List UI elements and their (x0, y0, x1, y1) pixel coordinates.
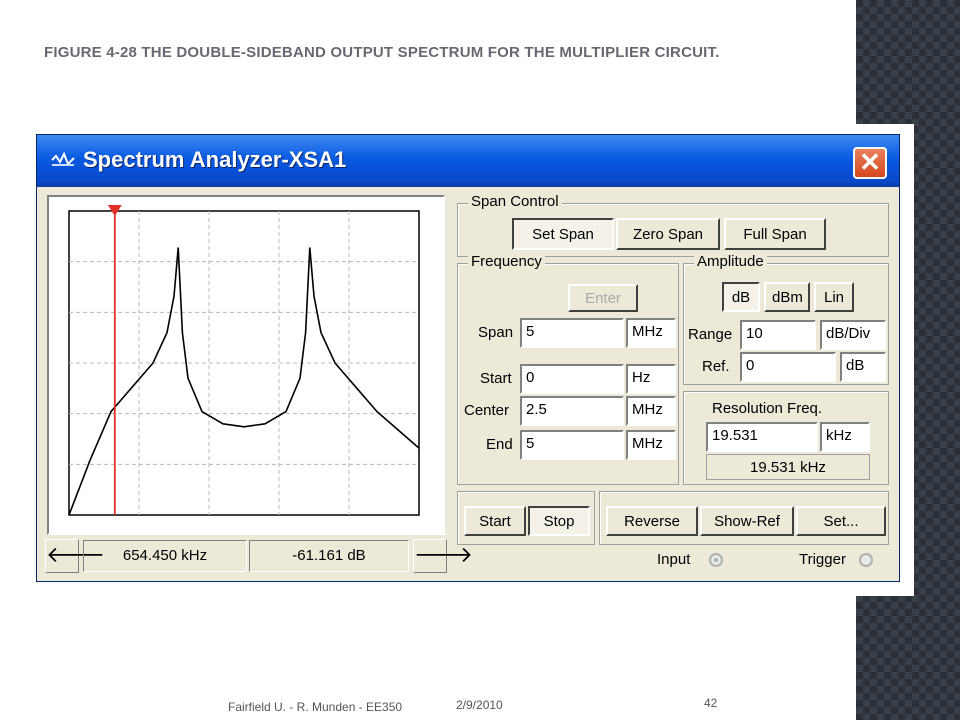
spectrum-trace-line (68, 247, 420, 516)
cursor-frequency-readout: 654.450 kHz (83, 540, 247, 572)
frequency-label: Frequency (468, 253, 545, 270)
trigger-terminal-radio[interactable] (859, 553, 873, 567)
input-terminal-radio[interactable] (709, 553, 723, 567)
dbm-button[interactable]: dBm (764, 282, 810, 312)
span-control-group: Span Control Set Span Zero Span Full Spa… (457, 193, 889, 257)
frequency-group: Frequency Enter Span 5 MHz Start 0 Hz Ce… (457, 253, 679, 485)
close-button[interactable]: ✕ (853, 147, 887, 179)
start-input[interactable]: 0 (520, 364, 624, 394)
footer-author: Fairfield U. - R. Munden - EE350 (228, 700, 403, 714)
cursor-marker-icon (107, 205, 122, 216)
cursor-right-arrow-button[interactable]: 🡒 (413, 539, 473, 573)
span-unit-input[interactable]: MHz (626, 318, 676, 348)
end-unit-input[interactable]: MHz (626, 430, 676, 460)
ref-field-label: Ref. (702, 358, 730, 375)
center-field-label: Center (464, 402, 510, 419)
set-span-button[interactable]: Set Span (512, 218, 614, 250)
resolution-group: Resolution Freq. 19.531 kHz 19.531 kHz (683, 391, 889, 485)
start-stop-group: Start Stop (457, 491, 595, 545)
resolution-input[interactable]: 19.531 (706, 422, 818, 452)
zero-span-button[interactable]: Zero Span (616, 218, 720, 250)
resolution-unit-input[interactable]: kHz (820, 422, 870, 452)
footer-date: 2/9/2010 (456, 698, 503, 712)
slide-title: Figure 4-28 The double-sideband output s… (44, 44, 720, 61)
center-input[interactable]: 2.5 (520, 396, 624, 426)
amplitude-group: Amplitude dB dBm Lin Range 10 dB/Div Ref… (683, 253, 889, 385)
right-arrow-icon: 🡒 (414, 542, 473, 567)
lin-button[interactable]: Lin (814, 282, 854, 312)
trigger-terminal-label: Trigger (799, 551, 846, 568)
input-terminal-label: Input (657, 551, 691, 568)
title-bar[interactable]: Spectrum Analyzer-XSA1 ✕ (37, 135, 899, 187)
stop-button[interactable]: Stop (528, 506, 590, 536)
full-span-button[interactable]: Full Span (724, 218, 826, 250)
end-field-label: End (486, 436, 513, 453)
db-button[interactable]: dB (722, 282, 760, 312)
range-input[interactable]: 10 (740, 320, 816, 350)
range-unit-input[interactable]: dB/Div (820, 320, 886, 350)
end-input[interactable]: 5 (520, 430, 624, 460)
resolution-display: 19.531 kHz (706, 454, 870, 480)
reverse-button[interactable]: Reverse (606, 506, 698, 536)
start-button[interactable]: Start (464, 506, 526, 536)
ref-input[interactable]: 0 (740, 352, 836, 382)
analyzer-app-icon (51, 151, 75, 166)
span-control-label: Span Control (468, 193, 562, 210)
span-input[interactable]: 5 (520, 318, 624, 348)
spectrum-plot (68, 205, 420, 516)
span-field-label: Span (478, 324, 514, 341)
cursor-left-arrow-button[interactable]: 🡐 (45, 539, 105, 573)
enter-button[interactable]: Enter (568, 284, 638, 312)
cursor-level-readout: -61.161 dB (249, 540, 409, 572)
amplitude-label: Amplitude (694, 253, 767, 270)
set-button[interactable]: Set... (796, 506, 886, 536)
spectrum-analyzer-window: Spectrum Analyzer-XSA1 ✕ 🡐 654.450 kHz -… (36, 134, 900, 582)
cursor-readout-bar: 🡐 654.450 kHz -61.161 dB 🡒 (45, 539, 473, 575)
window-title: Spectrum Analyzer-XSA1 (83, 147, 347, 172)
resolution-label: Resolution Freq. (712, 400, 823, 417)
display-options-group: Reverse Show-Ref Set... (599, 491, 889, 545)
ref-unit-input[interactable]: dB (840, 352, 886, 382)
spectrum-display[interactable] (47, 195, 445, 535)
center-unit-input[interactable]: MHz (626, 396, 676, 426)
start-unit-input[interactable]: Hz (626, 364, 676, 394)
range-field-label: Range (688, 326, 733, 343)
left-arrow-icon: 🡐 (46, 542, 105, 567)
start-field-label: Start (480, 370, 512, 387)
page-number: 42 (704, 696, 718, 710)
show-ref-button[interactable]: Show-Ref (700, 506, 794, 536)
